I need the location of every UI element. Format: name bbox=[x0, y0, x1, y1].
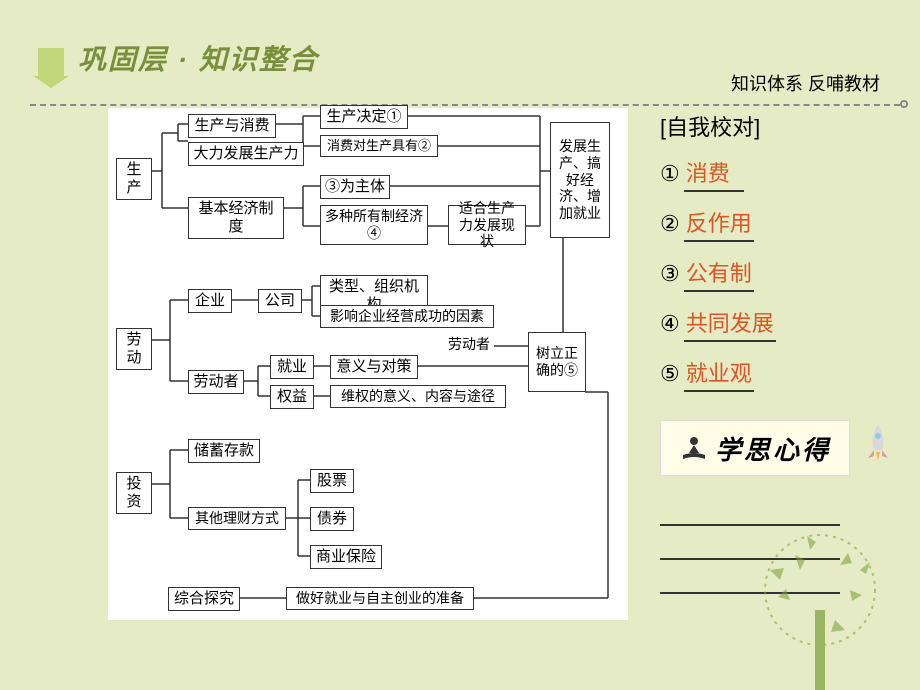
node-weiquan: 维权的意义、内容与途径 bbox=[330, 385, 506, 408]
answer-2: ②反作用 bbox=[660, 206, 840, 242]
node-invest: 投资 bbox=[116, 472, 152, 514]
answer-num: ① bbox=[660, 161, 680, 187]
node-labor: 劳动 bbox=[116, 328, 152, 370]
node-factor: 影响企业经营成功的因素 bbox=[320, 305, 494, 328]
node-r1: 生产决定① bbox=[320, 105, 408, 129]
node-stock: 股票 bbox=[310, 469, 354, 493]
answer-text: 共同发展 bbox=[684, 306, 776, 342]
rocket-icon bbox=[858, 420, 898, 470]
node-prod-consume: 生产与消费 bbox=[188, 114, 276, 138]
node-company: 公司 bbox=[258, 289, 302, 313]
divider-end-icon bbox=[900, 100, 908, 108]
answer-5: ⑤就业观 bbox=[660, 356, 840, 392]
answer-text: 公有制 bbox=[684, 256, 754, 292]
answer-text: 就业观 bbox=[684, 356, 754, 392]
node-rights: 权益 bbox=[270, 385, 314, 409]
answer-3: ③公有制 bbox=[660, 256, 840, 292]
arrow-icon bbox=[38, 48, 64, 78]
node-r2: 消费对生产具有② bbox=[320, 135, 438, 157]
divider bbox=[30, 104, 900, 106]
answer-num: ③ bbox=[660, 261, 680, 287]
study-notes-badge: 学思心得 bbox=[660, 420, 850, 476]
node-comprehensive: 综合探究 bbox=[168, 587, 240, 611]
answer-num: ② bbox=[660, 211, 680, 237]
node-production: 生产 bbox=[116, 158, 152, 200]
study-notes-text: 学思心得 bbox=[715, 430, 831, 467]
node-worker: 劳动者 bbox=[188, 370, 244, 394]
answer-num: ⑤ bbox=[660, 361, 680, 387]
answer-1: ①消费 bbox=[660, 156, 840, 192]
tree-decoration-icon bbox=[720, 490, 920, 690]
page-title: 巩固层 · 知识整合 bbox=[78, 38, 319, 78]
node-bond: 债券 bbox=[310, 507, 354, 531]
answer-num: ④ bbox=[660, 311, 680, 337]
answer-4: ④共同发展 bbox=[660, 306, 840, 342]
node-big-goal: 发展生产、搞好经济、增加就业 bbox=[550, 122, 610, 238]
concept-diagram: 生产 生产与消费 大力发展生产力 基本经济制度 生产决定① 消费对生产具有② ③… bbox=[108, 108, 628, 620]
page-subtitle: 知识体系 反哺教材 bbox=[731, 70, 880, 96]
node-r4: 多种所有制经济④ bbox=[320, 205, 428, 245]
node-fit: 适合生产力发展现状 bbox=[448, 205, 526, 245]
node-other-finance: 其他理财方式 bbox=[188, 507, 286, 530]
node-establish: 树立正确的⑤ bbox=[528, 332, 586, 392]
node-savings: 储蓄存款 bbox=[188, 439, 260, 463]
node-r3: ③为主体 bbox=[320, 175, 390, 199]
node-job: 就业 bbox=[270, 355, 314, 379]
book-person-icon bbox=[679, 433, 709, 463]
node-basic-system: 基本经济制度 bbox=[188, 197, 284, 239]
answer-text: 反作用 bbox=[684, 206, 754, 242]
node-ready: 做好就业与自主创业的准备 bbox=[286, 587, 474, 610]
node-enterprise: 企业 bbox=[188, 289, 232, 313]
self-check-title: [自我校对] bbox=[660, 110, 840, 142]
answer-text: 消费 bbox=[684, 156, 744, 192]
node-insurance: 商业保险 bbox=[310, 545, 382, 569]
node-develop-force: 大力发展生产力 bbox=[188, 142, 304, 166]
self-check-panel: [自我校对] ①消费 ②反作用 ③公有制 ④共同发展 ⑤就业观 bbox=[660, 110, 840, 406]
label-worker: 劳动者 bbox=[448, 334, 490, 354]
header: 巩固层 · 知识整合 知识体系 反哺教材 bbox=[0, 20, 920, 70]
node-meaning: 意义与对策 bbox=[330, 355, 418, 379]
page-container: 巩固层 · 知识整合 知识体系 反哺教材 bbox=[0, 0, 920, 690]
